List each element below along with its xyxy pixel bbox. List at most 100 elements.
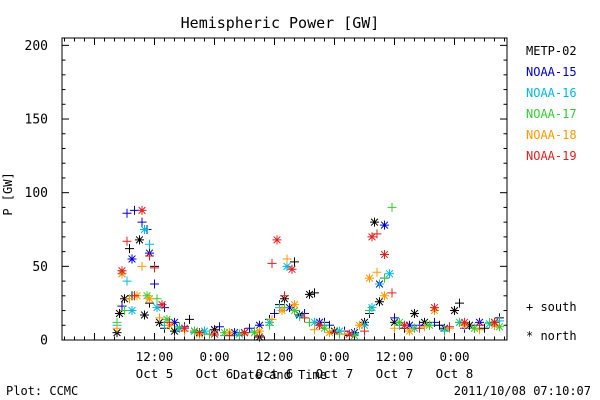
north-point xyxy=(170,317,179,327)
south-point xyxy=(165,317,174,327)
north-point xyxy=(152,303,162,313)
north-point xyxy=(385,269,394,279)
north-point xyxy=(117,266,127,276)
south-point xyxy=(255,331,264,341)
south-point xyxy=(480,323,489,333)
south-point xyxy=(215,322,224,332)
north-point xyxy=(460,317,469,327)
north-point xyxy=(370,217,379,227)
south-point xyxy=(245,323,254,333)
north-point xyxy=(315,320,324,330)
x-tick-time-label: 0:00 xyxy=(199,349,229,364)
north-point xyxy=(450,306,459,316)
y-tick-label: 50 xyxy=(32,260,48,275)
north-point xyxy=(135,235,144,245)
north-point xyxy=(470,323,479,333)
north-point xyxy=(290,300,299,310)
north-point xyxy=(380,291,389,301)
series-noaa-15 xyxy=(117,205,499,339)
north-point xyxy=(220,328,229,338)
x-tick-date-label: Oct 7 xyxy=(376,366,414,381)
north-point xyxy=(400,320,409,330)
north-point xyxy=(157,300,167,310)
north-point xyxy=(345,329,354,339)
north-point xyxy=(405,320,414,330)
north-point xyxy=(137,205,147,215)
y-tick-label: 100 xyxy=(25,186,48,201)
legend-noaa-15: NOAA-15 xyxy=(526,65,577,79)
south-point xyxy=(122,208,132,218)
south-point xyxy=(372,229,382,239)
south-point xyxy=(122,236,132,246)
series-noaa-18 xyxy=(112,254,499,341)
x-tick-time-label: 0:00 xyxy=(439,349,469,364)
north-point xyxy=(162,314,172,324)
x-tick-date-label: Oct 5 xyxy=(136,366,174,381)
north-point xyxy=(277,306,287,316)
north-point xyxy=(375,297,384,307)
south-point xyxy=(145,239,154,249)
north-point xyxy=(380,220,389,230)
south-point xyxy=(440,325,449,335)
north-point xyxy=(495,322,504,332)
south-point xyxy=(267,314,277,324)
north-point xyxy=(240,328,249,338)
south-point xyxy=(150,279,159,289)
south-point xyxy=(150,263,159,273)
north-point xyxy=(430,303,439,313)
north-point xyxy=(305,289,314,299)
north-point xyxy=(410,308,419,318)
y-ticks: 0 50 100 150 200 xyxy=(25,39,507,349)
south-point xyxy=(360,326,369,336)
south-point xyxy=(137,217,147,227)
north-point xyxy=(140,225,149,235)
south-point xyxy=(225,331,234,341)
south-point xyxy=(155,313,164,323)
x-tick-date-label: Oct 6 xyxy=(196,366,234,381)
legend-metp-02: METP-02 xyxy=(526,44,577,58)
axes: 0 50 100 150 200 12:00 Oct 5 0:00 Oct 6 12:00 Oct … xyxy=(25,37,508,381)
north-point xyxy=(127,306,137,316)
north-point xyxy=(200,326,209,336)
south-point xyxy=(390,313,399,323)
south-point xyxy=(280,291,289,301)
legend-south: + south xyxy=(526,300,577,314)
south-point xyxy=(390,323,399,333)
south-point xyxy=(435,320,444,330)
south-point xyxy=(122,276,132,286)
north-point xyxy=(325,328,334,338)
south-point xyxy=(420,322,429,332)
north-point xyxy=(145,294,154,304)
south-point xyxy=(267,258,277,268)
north-point xyxy=(180,323,189,333)
north-point xyxy=(405,326,414,336)
x-tick-time-label: 12:00 xyxy=(376,349,414,364)
x-axis-label: Date and Time xyxy=(233,368,327,382)
north-point xyxy=(250,328,259,338)
legend-noaa-19: NOAA-19 xyxy=(526,149,577,163)
north-point xyxy=(360,320,369,330)
south-point xyxy=(475,320,484,330)
north-point xyxy=(287,264,297,274)
north-point xyxy=(395,317,404,327)
north-point xyxy=(465,320,474,330)
x-tick-time-label: 12:00 xyxy=(256,349,294,364)
north-point xyxy=(115,308,124,318)
legend-noaa-17: NOAA-17 xyxy=(526,107,577,121)
north-point xyxy=(380,250,389,260)
north-point xyxy=(140,310,149,320)
south-point xyxy=(380,273,389,283)
y-tick-label: 150 xyxy=(25,113,48,128)
north-point xyxy=(490,317,499,327)
north-point xyxy=(310,317,319,327)
south-point xyxy=(185,314,194,324)
x-tick-date-label: Oct 7 xyxy=(316,366,354,381)
south-point xyxy=(455,298,464,308)
plot-timestamp: 2011/10/08 07:10:07 xyxy=(454,384,591,398)
south-point xyxy=(372,267,382,277)
north-point xyxy=(255,320,264,330)
north-point xyxy=(367,303,377,313)
south-point xyxy=(290,257,299,267)
series-noaa-17 xyxy=(112,202,504,341)
